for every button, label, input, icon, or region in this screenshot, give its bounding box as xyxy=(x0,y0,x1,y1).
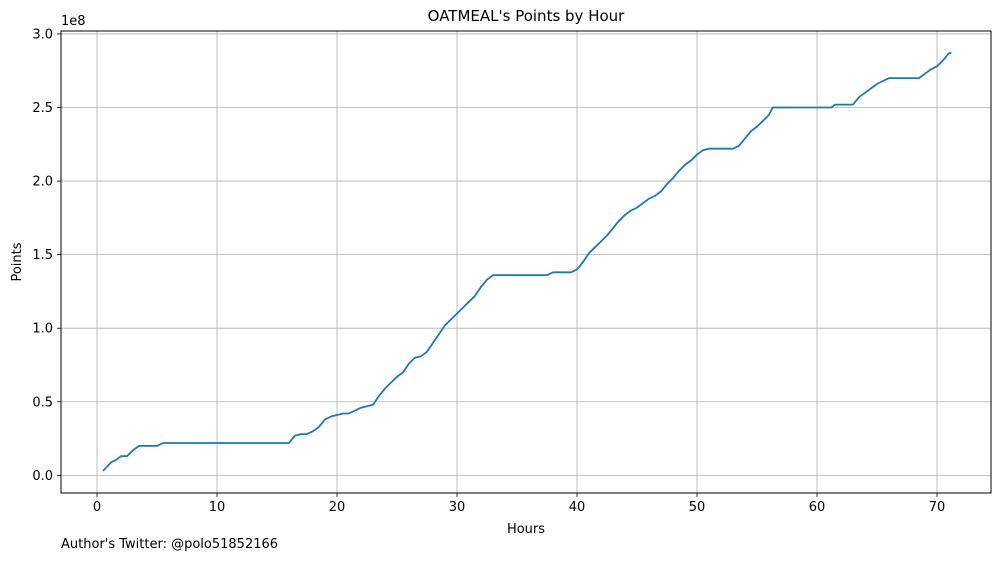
y-tick-label: 1.5 xyxy=(32,248,53,263)
x-axis-label: Hours xyxy=(507,522,545,537)
y-tick-label: 0.5 xyxy=(32,395,53,410)
ticks: 0 10 20 30 40 50 60 70 0.0 0.5 1.0 1.5 2.0 2.5 3.0 xyxy=(32,27,945,515)
y-tick-label: 0.0 xyxy=(32,469,53,484)
x-tick-label: 10 xyxy=(209,500,226,515)
points-line xyxy=(102,52,952,472)
x-tick-label: 0 xyxy=(93,500,101,515)
x-tick-label: 20 xyxy=(329,500,346,515)
x-tick-label: 30 xyxy=(449,500,466,515)
author-footer: Author's Twitter: @polo51852166 xyxy=(61,537,279,552)
series-group xyxy=(102,52,952,472)
y-tick-label: 2.0 xyxy=(32,175,53,190)
x-tick-label: 40 xyxy=(569,500,586,515)
y-axis-label: Points xyxy=(10,242,25,281)
x-tick-label: 60 xyxy=(809,500,826,515)
x-tick-label: 50 xyxy=(689,500,706,515)
grid xyxy=(61,31,991,493)
y-tick-label: 2.5 xyxy=(32,101,53,116)
chart-title: OATMEAL's Points by Hour xyxy=(428,7,626,25)
x-tick-label: 70 xyxy=(929,500,946,515)
y-tick-label: 1.0 xyxy=(32,322,53,337)
plot-frame xyxy=(60,30,992,494)
y-offset-label: 1e8 xyxy=(61,14,86,29)
y-tick-label: 3.0 xyxy=(32,27,53,42)
